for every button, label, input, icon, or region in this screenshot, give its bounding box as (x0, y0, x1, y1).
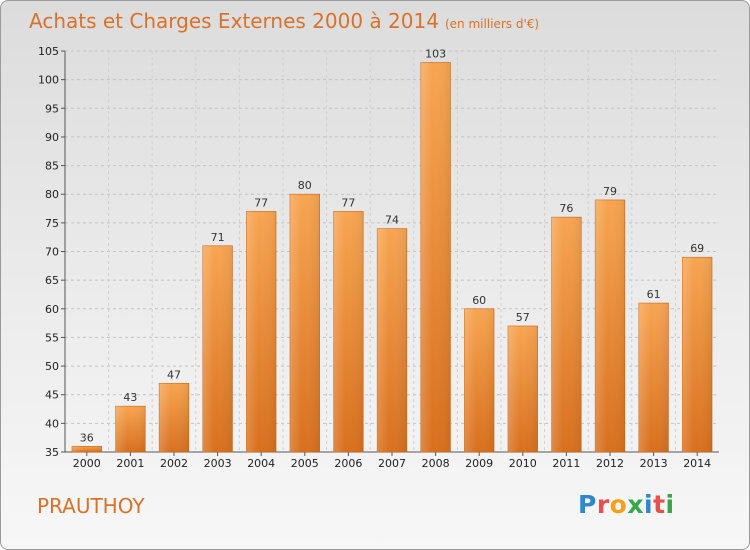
bar-shine (71, 446, 102, 452)
y-tick-label: 90 (45, 131, 59, 144)
y-tick-label: 75 (45, 217, 59, 230)
chart-title-text: Achats et Charges Externes 2000 à 2014 (29, 9, 439, 33)
bar-value-label: 103 (425, 47, 446, 60)
bar-value-label: 79 (603, 185, 617, 198)
bar-value-label: 60 (472, 294, 486, 307)
x-tick-label: 2009 (465, 457, 493, 470)
y-tick-label: 50 (45, 360, 59, 373)
x-tick-label: 2005 (291, 457, 319, 470)
y-tick-label: 85 (45, 160, 59, 173)
y-tick-label: 100 (38, 74, 59, 87)
bar-shine (420, 62, 451, 452)
bar-value-label: 57 (516, 311, 530, 324)
bar (158, 382, 190, 453)
bar (420, 62, 451, 453)
x-tick-label: 2000 (73, 457, 101, 470)
y-tick-label: 65 (45, 274, 59, 287)
y-tick-label: 35 (45, 446, 59, 459)
place-name: PRAUTHOY (37, 494, 145, 518)
x-tick-label: 2001 (116, 457, 144, 470)
bar-shine (202, 245, 233, 452)
bar-value-label: 47 (167, 368, 181, 381)
value-labels: 36 43 47 71 77 80 77 74 103 60 57 76 79 61 69 (80, 47, 704, 444)
logo-letter: r (596, 490, 610, 519)
chart-title: Achats et Charges Externes 2000 à 2014 (e… (29, 9, 539, 33)
y-tick-label: 105 (38, 45, 59, 58)
x-tick-label: 2012 (596, 457, 624, 470)
bar-value-label: 61 (647, 288, 661, 301)
x-tick-label: 2007 (378, 457, 406, 470)
bar (202, 245, 233, 453)
x-tick-label: 2010 (509, 457, 537, 470)
bar-value-label: 69 (690, 242, 704, 255)
bar (115, 405, 146, 453)
bar-shine (159, 383, 189, 452)
x-tick-label: 2002 (160, 457, 188, 470)
bar-value-label: 77 (341, 196, 355, 209)
chart-subtitle: (en milliers d'€) (444, 17, 540, 31)
bar (551, 216, 582, 453)
bar (246, 211, 277, 453)
bar-shine (246, 211, 277, 452)
bar (464, 308, 495, 453)
bar (682, 256, 713, 453)
logo-letter: o (609, 490, 628, 519)
logo-letter: t (653, 490, 666, 519)
bar (594, 199, 626, 453)
tick-labels: 35 40 45 50 55 60 65 70 75 80 85 90 95 100 105 2000 2001… (38, 45, 711, 470)
bar-shine (464, 308, 495, 452)
logo-letter: x (627, 490, 644, 519)
bar-shine (638, 303, 669, 452)
x-tick-label: 2004 (247, 457, 275, 470)
bar-value-label: 80 (298, 179, 312, 192)
bar-shine (377, 228, 407, 452)
y-tick-label: 40 (45, 417, 59, 430)
bar-shine (289, 194, 320, 452)
bar-shine (333, 211, 364, 452)
bar-value-label: 77 (254, 196, 268, 209)
proxiti-logo: Proxiti (578, 490, 675, 519)
bar (289, 193, 320, 453)
bars (71, 62, 713, 453)
x-tick-label: 2014 (683, 457, 711, 470)
logo-letter: i (644, 490, 654, 519)
y-tick-label: 45 (45, 389, 59, 402)
bar-shine (115, 406, 146, 452)
bar (376, 228, 408, 453)
x-tick-label: 2003 (204, 457, 232, 470)
y-tick-label: 95 (45, 102, 59, 115)
bar (71, 445, 102, 453)
logo-letter: i (665, 490, 675, 519)
bar-shine (682, 257, 713, 452)
logo-letter: P (578, 490, 597, 519)
x-tick-label: 2013 (640, 457, 668, 470)
x-tick-label: 2008 (422, 457, 450, 470)
bar-shine (595, 199, 625, 452)
x-tick-label: 2006 (334, 457, 362, 470)
bar-value-label: 43 (123, 391, 137, 404)
bar-shine (507, 325, 538, 452)
bar-value-label: 36 (80, 431, 94, 444)
bar (333, 211, 364, 453)
bar-shine (551, 217, 582, 452)
y-tick-label: 80 (45, 188, 59, 201)
y-tick-label: 55 (45, 331, 59, 344)
y-tick-label: 60 (45, 303, 59, 316)
bar-value-label: 76 (559, 202, 573, 215)
bar-value-label: 74 (385, 214, 399, 227)
bar-value-label: 71 (211, 231, 225, 244)
bar (507, 325, 538, 453)
x-tick-label: 2011 (552, 457, 580, 470)
y-tick-label: 70 (45, 246, 59, 259)
bar (638, 302, 669, 453)
